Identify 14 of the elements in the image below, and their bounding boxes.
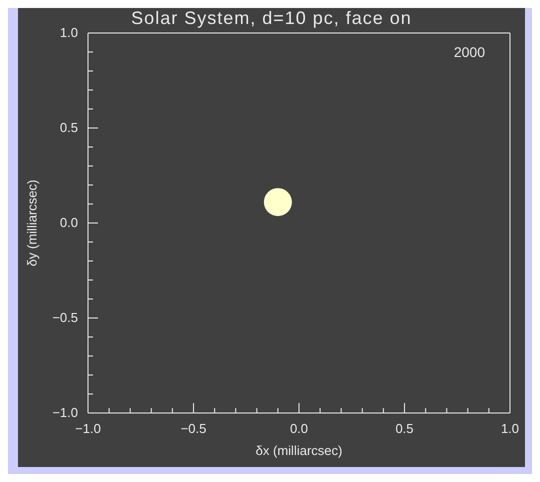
y-tick-label: −0.5 [52, 310, 78, 325]
x-tick-label: −0.5 [180, 421, 206, 436]
x-tick-label: 0.5 [395, 421, 414, 436]
y-tick-label: 0.5 [60, 120, 78, 135]
y-axis-title: δy (milliarcsec) [24, 180, 40, 266]
y-tick-label: 1.0 [60, 25, 78, 40]
x-tick-label: 1.0 [500, 421, 520, 436]
chart-title: Solar System, d=10 pc, face on [131, 8, 412, 28]
y-tick-label: 0.0 [60, 215, 78, 230]
y-tick-label: −1.0 [52, 405, 78, 420]
x-tick-label: 0.0 [290, 421, 308, 436]
x-tick-label: −1.0 [75, 421, 101, 436]
x-axis-title: δx (milliarcsec) [256, 443, 342, 458]
annotation: 2000 [454, 44, 485, 60]
